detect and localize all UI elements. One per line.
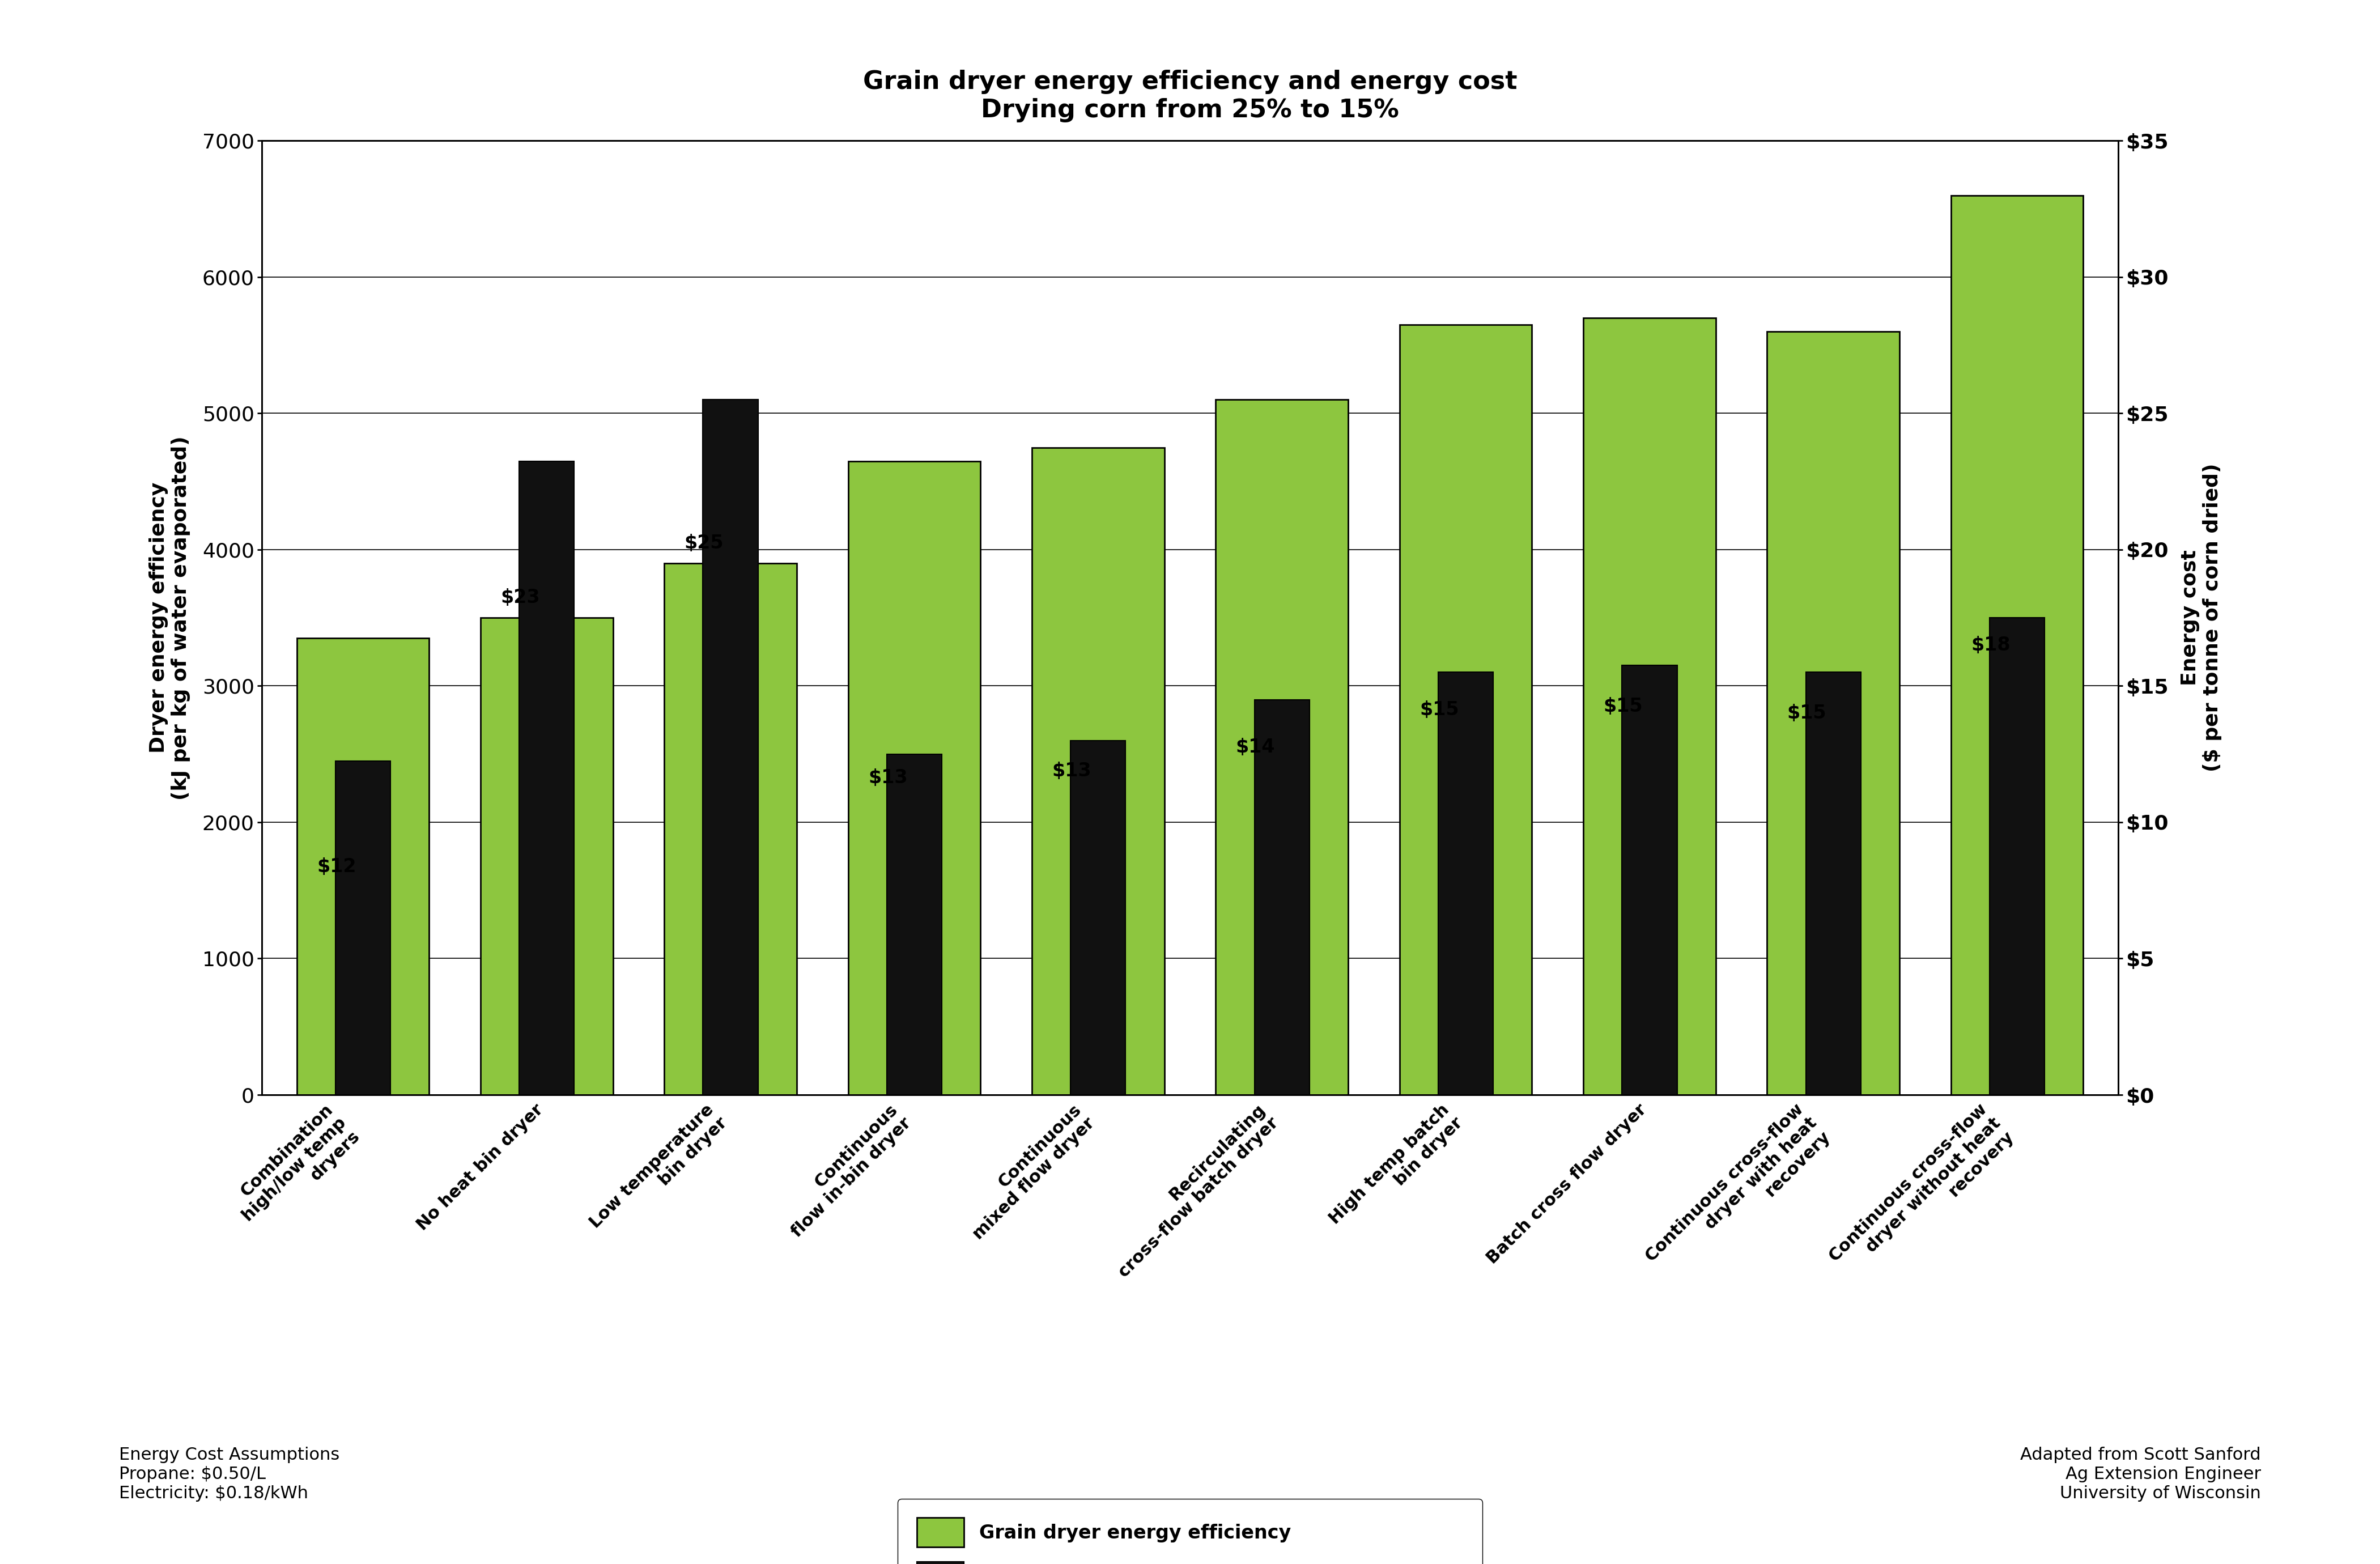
Bar [1399, 325, 1533, 1095]
Text: $23: $23 [500, 588, 540, 607]
Text: $15: $15 [1787, 704, 1825, 723]
Bar [1583, 317, 1716, 1095]
Bar [1438, 673, 1492, 1095]
Bar [1071, 740, 1126, 1095]
Bar [1254, 699, 1309, 1095]
Text: $15: $15 [1418, 701, 1459, 719]
Text: $25: $25 [685, 533, 724, 552]
Text: $15: $15 [1604, 698, 1642, 716]
Bar [1952, 196, 2082, 1095]
Bar [519, 461, 574, 1095]
Bar [702, 400, 759, 1095]
Text: $12: $12 [317, 857, 357, 876]
Bar [336, 762, 390, 1095]
Text: $18: $18 [1971, 635, 2011, 654]
Text: $14: $14 [1235, 738, 1276, 757]
Bar [1990, 618, 2044, 1095]
Bar [481, 618, 614, 1095]
Bar [847, 461, 981, 1095]
Bar [888, 754, 942, 1095]
Y-axis label: Dryer energy efficiency
(kJ per kg of water evaporated): Dryer energy efficiency (kJ per kg of wa… [150, 436, 190, 799]
Bar [1621, 666, 1678, 1095]
Bar [1033, 447, 1164, 1095]
Text: $13: $13 [869, 768, 907, 787]
Text: Adapted from Scott Sanford
Ag Extension Engineer
University of Wisconsin: Adapted from Scott Sanford Ag Extension … [2021, 1447, 2261, 1501]
Legend: Grain dryer energy efficiency, Energy cost per tonne (electricity + propane): Grain dryer energy efficiency, Energy co… [897, 1498, 1483, 1564]
Y-axis label: Energy cost
($ per tonne of corn dried): Energy cost ($ per tonne of corn dried) [2180, 463, 2223, 773]
Text: $13: $13 [1052, 762, 1092, 780]
Title: Grain dryer energy efficiency and energy cost
Drying corn from 25% to 15%: Grain dryer energy efficiency and energy… [864, 70, 1516, 122]
Text: Energy Cost Assumptions
Propane: $0.50/L
Electricity: $0.18/kWh: Energy Cost Assumptions Propane: $0.50/L… [119, 1447, 340, 1501]
Bar [1806, 673, 1861, 1095]
Bar [664, 563, 797, 1095]
Bar [1216, 400, 1347, 1095]
Bar [298, 638, 428, 1095]
Bar [1766, 332, 1899, 1095]
